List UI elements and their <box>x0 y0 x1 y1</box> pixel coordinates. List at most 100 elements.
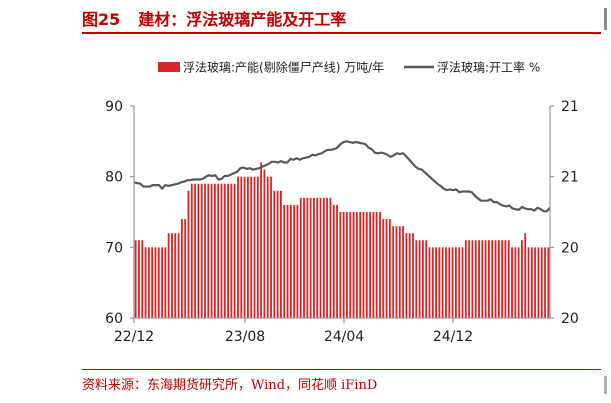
capacity-bar <box>481 240 484 318</box>
capacity-bar <box>319 197 322 318</box>
capacity-bar <box>540 247 543 318</box>
capacity-bar <box>530 247 533 318</box>
capacity-bar <box>441 247 444 318</box>
capacity-bar <box>266 176 269 318</box>
capacity-bar <box>273 190 276 318</box>
capacity-bar <box>187 190 190 318</box>
capacity-bar <box>204 183 206 318</box>
capacity-bar <box>220 183 223 318</box>
capacity-bar <box>194 183 196 318</box>
capacity-bar <box>309 197 312 318</box>
capacity-bar <box>382 219 385 318</box>
capacity-bar <box>455 247 457 318</box>
capacity-bar <box>283 204 286 318</box>
left-axis-tick-label: 60 <box>105 311 123 327</box>
capacity-bar <box>435 247 438 318</box>
title-rule <box>82 32 601 34</box>
capacity-bar <box>537 247 540 318</box>
page-edge-fragment-bottom <box>604 376 607 394</box>
capacity-bar <box>488 240 490 318</box>
legend-bar-swatch <box>158 62 180 72</box>
capacity-bar <box>280 190 282 318</box>
capacity-bar <box>326 197 329 318</box>
capacity-bar <box>458 247 461 318</box>
capacity-bar <box>161 247 163 318</box>
figure-title-text: 建材：浮法玻璃产能及开工率 <box>138 10 347 29</box>
capacity-bar <box>180 219 183 318</box>
capacity-bar <box>336 204 338 318</box>
capacity-bar <box>303 197 305 318</box>
capacity-bar <box>243 176 246 318</box>
capacity-bar <box>412 233 414 318</box>
right-axis-ticks: 21 21 20 20 <box>550 99 579 327</box>
capacity-bar <box>138 240 140 318</box>
capacity-bar <box>468 240 471 318</box>
capacity-bar <box>372 212 375 318</box>
capacity-bar <box>408 233 411 318</box>
capacity-bar <box>299 197 302 318</box>
capacity-bar <box>521 240 523 318</box>
capacity-bar <box>164 247 167 318</box>
x-axis-tick-label: 22/12 <box>114 329 154 345</box>
capacity-bar <box>339 212 342 318</box>
legend-line-label: 浮法玻璃:开工率 % <box>437 60 540 75</box>
x-axis-tick-label: 23/08 <box>225 329 265 345</box>
left-axis-tick-label: 90 <box>105 99 123 115</box>
capacity-bar <box>151 247 154 318</box>
capacity-bar <box>484 240 487 318</box>
capacity-bar <box>464 240 467 318</box>
capacity-bar <box>517 247 520 318</box>
capacity-bar <box>260 162 263 318</box>
capacity-bar <box>431 247 434 318</box>
capacity-bar <box>174 233 177 318</box>
capacity-bar <box>134 240 137 318</box>
capacity-bar <box>388 219 391 318</box>
capacity-bar <box>147 247 150 318</box>
left-axis-tick-label: 70 <box>105 240 123 256</box>
capacity-bar <box>362 212 365 318</box>
legend: 浮法玻璃:产能(剔除僵尸产线) 万吨/年 浮法玻璃:开工率 % <box>158 60 540 75</box>
capacity-bar <box>230 183 233 318</box>
capacity-bar <box>157 247 160 318</box>
figure-title: 图25 建材：浮法玻璃产能及开工率 <box>82 6 346 30</box>
capacity-bar <box>451 247 454 318</box>
capacity-bar <box>316 197 319 318</box>
capacity-bar <box>197 183 200 318</box>
capacity-bar <box>425 240 428 318</box>
capacity-bar <box>223 183 226 318</box>
capacity-bar <box>428 247 431 318</box>
capacity-bar <box>544 247 546 318</box>
capacity-bar <box>527 247 530 318</box>
capacity-bar <box>385 219 388 318</box>
capacity-bar <box>415 240 418 318</box>
capacity-bar <box>227 183 230 318</box>
capacity-bar <box>253 176 256 318</box>
capacity-bar <box>286 204 289 318</box>
x-axis-ticks: 22/12 23/08 24/04 24/12 <box>114 318 473 345</box>
left-axis-tick-label: 80 <box>105 170 123 186</box>
capacity-bar <box>207 183 210 318</box>
capacity-bar <box>365 212 368 318</box>
capacity-bar <box>177 233 180 318</box>
bar-series <box>134 162 550 318</box>
capacity-bar <box>359 212 362 318</box>
capacity-bar <box>504 240 507 318</box>
capacity-bar <box>332 204 335 318</box>
capacity-bar <box>293 204 296 318</box>
capacity-bar <box>141 240 144 318</box>
capacity-bar <box>289 204 292 318</box>
capacity-bar <box>296 204 299 318</box>
source-rule <box>82 369 601 370</box>
legend-bar-label: 浮法玻璃:产能(剔除僵尸产线) 万吨/年 <box>183 60 384 75</box>
capacity-bar <box>461 247 464 318</box>
capacity-bar <box>392 226 395 318</box>
capacity-bar <box>154 247 157 318</box>
capacity-bar <box>355 212 358 318</box>
capacity-bar <box>346 212 348 318</box>
capacity-bar <box>237 176 239 318</box>
capacity-bar <box>448 247 451 318</box>
capacity-bar <box>497 240 500 318</box>
capacity-bar <box>375 212 378 318</box>
right-axis-tick-label: 20 <box>561 311 579 327</box>
